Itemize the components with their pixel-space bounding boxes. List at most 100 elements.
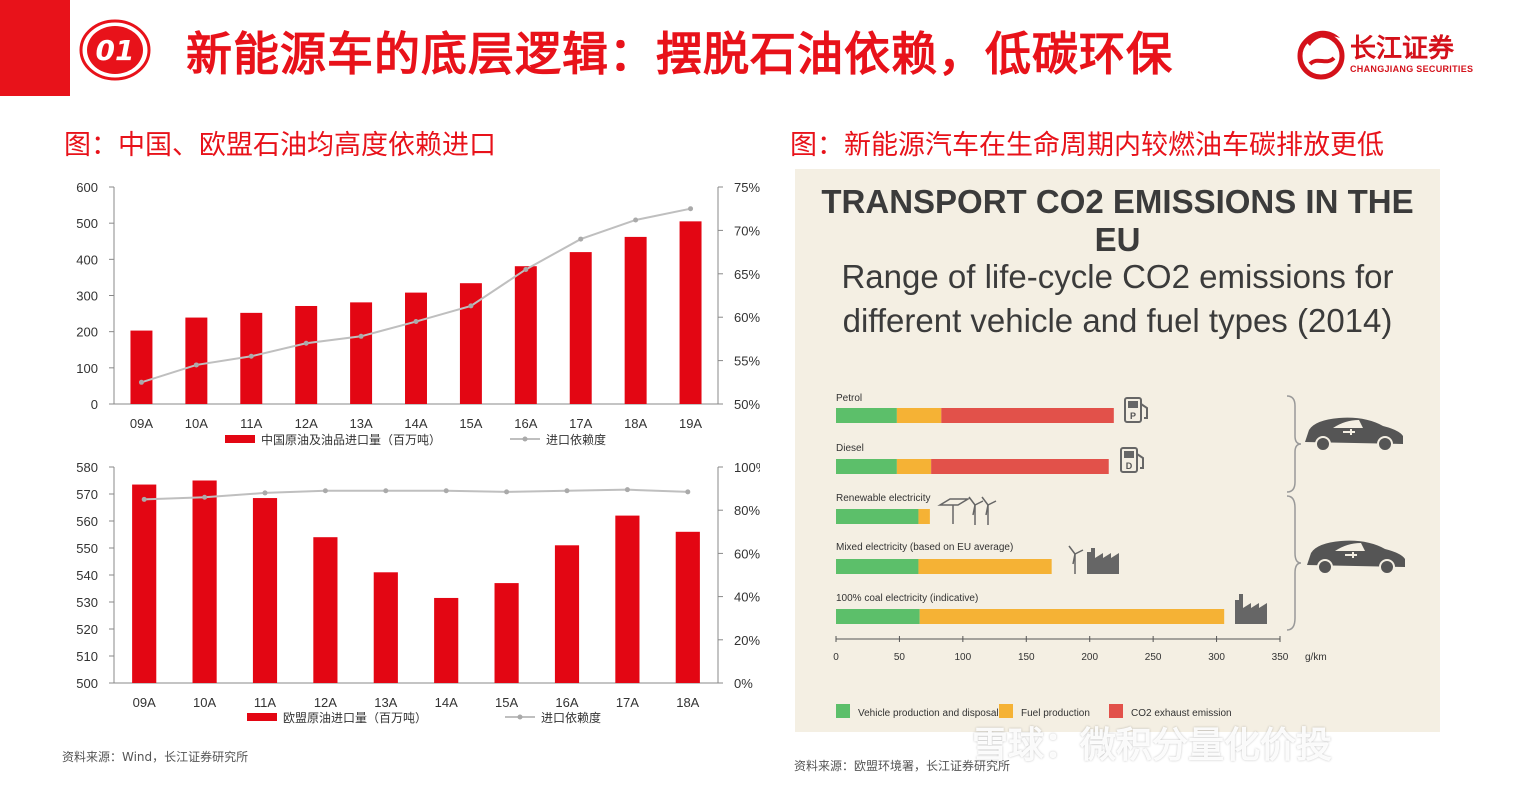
china-dependency-point [138, 379, 144, 385]
china-bar [130, 330, 153, 404]
china-category-label: 16A [514, 416, 537, 431]
china-category-label: 12A [295, 416, 318, 431]
eu-category-label: 17A [616, 695, 639, 710]
eu-left-tick-label: 550 [76, 541, 98, 556]
wind-turbine-blades [981, 496, 997, 516]
section-number: 01 [96, 34, 135, 67]
eu-left-tick-label: 560 [76, 514, 98, 529]
china-category-label: 18A [624, 416, 647, 431]
china-dependency-point [303, 340, 309, 346]
eu-bar [554, 545, 580, 683]
co2-bar-segment [919, 609, 1225, 624]
china-dependency-point [248, 353, 254, 359]
co2-x-tick-label: 100 [955, 652, 972, 663]
china-left-tick-label: 0 [91, 397, 98, 412]
china-left-tick-label: 400 [76, 252, 98, 267]
fuel-pump-window [1124, 451, 1134, 458]
infographic-title: TRANSPORT CO2 EMISSIONS IN THE EU [821, 183, 1414, 258]
china-bar [350, 302, 373, 404]
eu-category-label: 16A [555, 695, 578, 710]
china-dependency-point [578, 236, 584, 242]
china-dependency-point [688, 206, 694, 212]
co2-x-tick-label: 200 [1081, 652, 1098, 663]
china-dependency-point [468, 303, 474, 309]
car-window [1333, 420, 1363, 428]
china-bar [679, 221, 702, 404]
car-wheel [1379, 559, 1395, 575]
china-bar [459, 283, 482, 404]
china-bar [624, 236, 647, 404]
eu-dependency-point [443, 488, 449, 494]
plug-icon [1345, 552, 1357, 558]
section-number-badge: 01 [78, 18, 152, 82]
co2-bar-segment [836, 408, 897, 423]
wind-turbine-blades [968, 496, 984, 516]
china-dependency-point [193, 362, 199, 368]
infographic-subtitle-line1: Range of life-cycle CO2 emissions for [841, 258, 1394, 295]
eu-category-label: 10A [193, 695, 216, 710]
co2-row-label: Petrol [836, 393, 862, 404]
china-dependency-point [633, 217, 639, 223]
fuel-pump-icon [1120, 447, 1138, 473]
logo-emblem-icon [1297, 30, 1345, 80]
eu-bar [252, 498, 278, 683]
eu-dependency-point [564, 488, 570, 494]
fuel-pump-letter: P [1130, 411, 1136, 421]
china-legend-line-marker [522, 436, 528, 442]
co2-x-tick-label: 50 [894, 652, 906, 663]
co2-legend-swatch [999, 704, 1013, 718]
china-bar [569, 252, 592, 404]
eu-bar [434, 597, 459, 683]
eu-oil-import-chart: 500 510 520 530 540 550 560 570 580 0% 20% 40% 60% 80… [76, 460, 760, 725]
co2-x-tick-label: 250 [1145, 652, 1162, 663]
co2-bar-segment [918, 559, 1052, 574]
co2-bar-segment [836, 559, 919, 574]
eu-left-tick-label: 570 [76, 487, 98, 502]
co2-row-label: 100% coal electricity (indicative) [836, 593, 978, 604]
china-right-tick-label: 55% [734, 354, 760, 369]
eu-category-label: 09A [133, 695, 156, 710]
electric-group-brace [1286, 495, 1302, 631]
source-note-left: 资料来源：Wind，长江证券研究所 [62, 750, 249, 764]
eu-dependency-point [383, 488, 389, 494]
co2-x-tick-label: 0 [833, 652, 839, 663]
co2-bar-chart: Petrol Diesel Renewable electricity Mixed e… [833, 393, 1405, 719]
electric-car-icon [1307, 540, 1405, 567]
co2-legend-label: Fuel production [1021, 708, 1090, 719]
china-legend-bar-label: 中国原油及油品进口量（百万吨） [261, 432, 441, 447]
co2-x-tick-label: 150 [1018, 652, 1035, 663]
co2-bar-segment [836, 609, 920, 624]
china-category-label: 19A [679, 416, 702, 431]
co2-bar-segment [918, 509, 930, 524]
co2-x-tick-label: 300 [1208, 652, 1225, 663]
china-left-tick-label: 300 [76, 289, 98, 304]
co2-row-label: Renewable electricity [836, 493, 931, 504]
eu-dependency-point [322, 488, 328, 494]
china-category-label: 17A [569, 416, 592, 431]
eu-left-tick-label: 500 [76, 676, 98, 691]
co2-bar-segment [896, 459, 932, 474]
china-oil-import-chart: 0 100 200 300 400 500 600 50% 55% 60% 65% 70% 75% 09A… [76, 180, 760, 447]
fuel-pump-hose [1136, 453, 1144, 469]
eu-left-tick-label: 580 [76, 460, 98, 475]
eu-right-tick-label: 40% [734, 590, 760, 605]
solar-panel-icon [937, 498, 971, 506]
eu-left-tick-label: 540 [76, 568, 98, 583]
eu-category-label: 15A [495, 695, 518, 710]
eu-legend-bar-swatch [247, 713, 277, 721]
co2-row-label: Mixed electricity (based on EU average) [836, 542, 1013, 553]
eu-right-tick-label: 60% [734, 546, 760, 561]
eu-bar [373, 572, 398, 683]
car-wheel [1377, 436, 1393, 452]
eu-bar [494, 583, 519, 683]
china-category-label: 11A [240, 416, 262, 431]
eu-dependency-point [262, 490, 268, 496]
china-category-label: 14A [404, 416, 427, 431]
plug-icon [1343, 429, 1355, 435]
eu-bar [132, 484, 157, 683]
infographic-subtitle-line2: different vehicle and fuel types (2014) [842, 302, 1393, 339]
china-category-label: 10A [185, 416, 208, 431]
eu-dependency-point [624, 487, 630, 493]
co2-x-unit: g/km [1305, 652, 1327, 663]
eu-left-tick-label: 510 [76, 649, 98, 664]
